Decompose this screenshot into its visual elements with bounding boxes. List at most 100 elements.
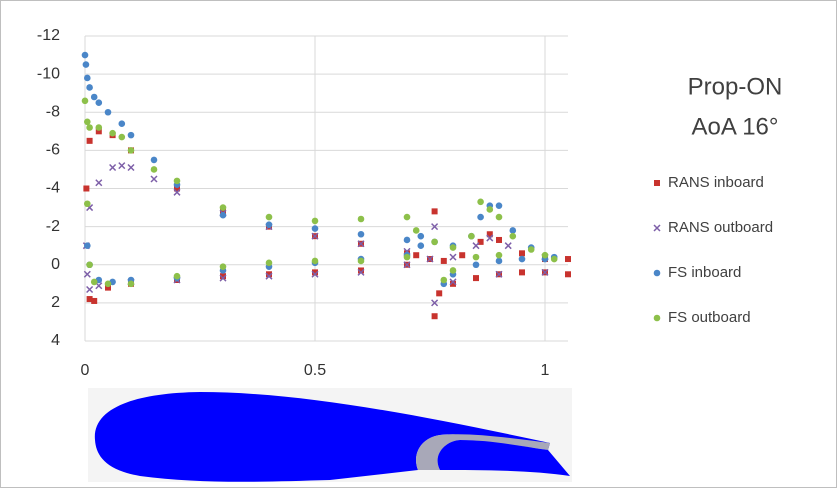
- point: [87, 138, 93, 144]
- point: [432, 208, 438, 214]
- chart-title: AoA 16°: [692, 113, 779, 140]
- point: [86, 84, 93, 91]
- point: [312, 218, 319, 225]
- point: [496, 202, 503, 209]
- point: [551, 256, 558, 263]
- point: [473, 254, 480, 261]
- point: [510, 233, 517, 240]
- legend-marker: [654, 315, 661, 322]
- point: [312, 225, 319, 232]
- legend-label: RANS outboard: [668, 219, 773, 236]
- point: [358, 258, 365, 265]
- point: [220, 204, 227, 211]
- point: [82, 52, 89, 59]
- point: [86, 261, 93, 268]
- point: [174, 273, 181, 280]
- point: [128, 132, 135, 139]
- point: [473, 261, 480, 268]
- point: [128, 147, 135, 154]
- point: [565, 271, 571, 277]
- point: [542, 252, 549, 259]
- point: [413, 252, 419, 258]
- point: [96, 99, 103, 106]
- point: [83, 186, 89, 192]
- legend-marker: [654, 180, 660, 186]
- point: [220, 212, 227, 219]
- y-tick-label: 4: [51, 332, 60, 349]
- point: [109, 130, 116, 137]
- y-tick-label: -4: [46, 180, 60, 197]
- legend-marker: [654, 270, 661, 277]
- point: [487, 206, 494, 213]
- y-tick-label: 0: [51, 256, 60, 273]
- point: [528, 246, 535, 253]
- point: [266, 221, 273, 228]
- point: [358, 231, 365, 238]
- point: [128, 281, 135, 288]
- point: [91, 298, 97, 304]
- point: [404, 214, 411, 221]
- point: [119, 120, 126, 127]
- point: [312, 258, 319, 265]
- point: [266, 260, 273, 267]
- point: [91, 279, 98, 286]
- point: [431, 239, 438, 246]
- point: [450, 244, 457, 251]
- x-tick-label: 0.5: [304, 362, 326, 379]
- y-tick-label: -10: [37, 65, 60, 82]
- point: [496, 252, 503, 259]
- legend-label: FS outboard: [668, 309, 751, 326]
- point: [510, 227, 517, 234]
- y-tick-label: 2: [51, 294, 60, 311]
- point: [418, 242, 425, 249]
- point: [413, 227, 420, 234]
- point: [496, 258, 503, 265]
- point: [519, 256, 526, 263]
- point: [83, 61, 90, 68]
- y-tick-label: -12: [37, 27, 60, 44]
- point: [477, 199, 484, 206]
- point: [468, 233, 475, 240]
- point: [151, 166, 158, 173]
- point: [174, 178, 181, 185]
- point: [84, 200, 91, 207]
- point: [86, 124, 93, 131]
- point: [91, 94, 98, 101]
- point: [418, 233, 425, 240]
- point: [441, 277, 448, 284]
- point: [459, 252, 465, 258]
- point: [432, 313, 438, 319]
- point: [519, 250, 525, 256]
- y-tick-label: -6: [46, 142, 60, 159]
- legend-label: RANS inboard: [668, 174, 764, 191]
- chart: -12-10-8-6-4-202400.51Prop-ONAoA 16°RANS…: [0, 0, 837, 488]
- point: [220, 263, 227, 270]
- point: [565, 256, 571, 262]
- point: [84, 75, 91, 82]
- chart-title: Prop-ON: [688, 73, 783, 100]
- legend-label: FS inboard: [668, 264, 741, 281]
- point: [496, 237, 502, 243]
- point: [96, 124, 103, 131]
- point: [404, 237, 411, 244]
- point: [84, 242, 91, 249]
- point: [84, 118, 91, 125]
- point: [473, 275, 479, 281]
- point: [119, 134, 126, 141]
- x-tick-label: 0: [81, 362, 90, 379]
- point: [105, 109, 112, 116]
- point: [266, 214, 273, 221]
- point: [436, 290, 442, 296]
- point: [450, 267, 457, 274]
- point: [82, 98, 89, 105]
- point: [404, 254, 411, 261]
- y-tick-label: -8: [46, 103, 60, 120]
- y-tick-label: -2: [46, 218, 60, 235]
- point: [358, 216, 365, 223]
- airfoil-image: [88, 388, 572, 482]
- point: [519, 269, 525, 275]
- point: [496, 214, 503, 221]
- point: [441, 258, 447, 264]
- point: [151, 157, 158, 164]
- point: [477, 214, 484, 221]
